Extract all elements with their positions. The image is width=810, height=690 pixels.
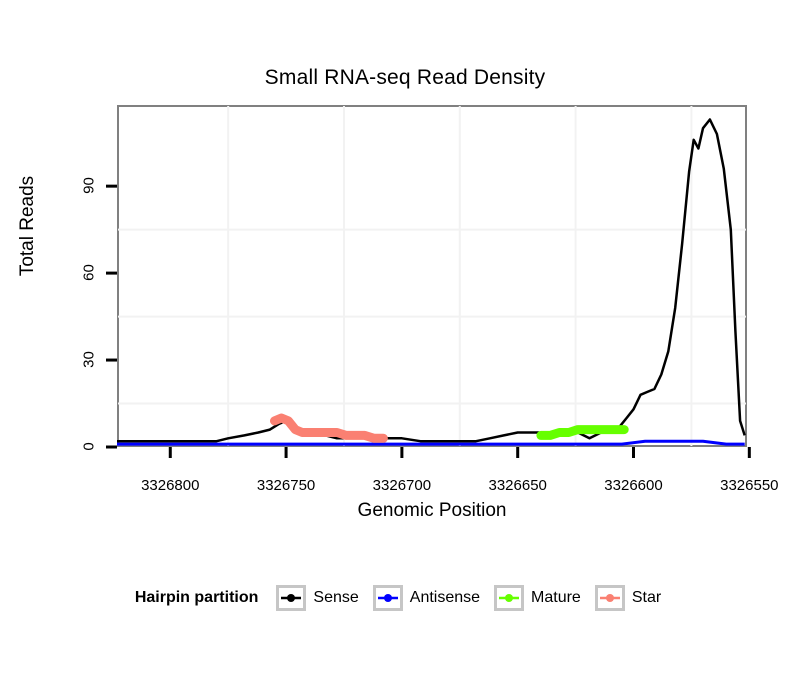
legend-title: Hairpin partition xyxy=(134,589,259,606)
x-tick-label: 3326700 xyxy=(372,477,432,494)
legend-item-label: Star xyxy=(631,589,662,606)
chart-title: Small RNA-seq Read Density xyxy=(264,66,546,89)
legend-item-mature[interactable]: Mature xyxy=(494,585,581,611)
x-tick-label: 3326600 xyxy=(604,477,663,494)
x-tick-label: 3326650 xyxy=(488,477,547,494)
y-axis-title: Total Reads xyxy=(17,175,38,277)
y-tick-label: 90 xyxy=(80,177,98,194)
legend-item-sense[interactable]: Sense xyxy=(276,585,359,611)
chart-legend: Hairpin partition Sense Antisense Mature St… xyxy=(0,585,810,611)
x-tick-label: 3326800 xyxy=(141,477,200,494)
legend-item-label: Mature xyxy=(531,589,581,606)
x-tick-label: 3326750 xyxy=(256,477,316,494)
legend-key-icon xyxy=(594,585,625,611)
legend-key-icon xyxy=(276,585,307,611)
legend-item-antisense[interactable]: Antisense xyxy=(372,585,481,611)
legend-key-icon xyxy=(372,585,403,611)
x-tick-label: 3326550 xyxy=(720,477,779,494)
y-tick-label: 60 xyxy=(80,264,98,281)
legend-item-star[interactable]: Star xyxy=(594,585,662,611)
plot-area xyxy=(117,105,747,447)
x-axis-title: Genomic Position xyxy=(357,500,507,521)
y-tick-label: 30 xyxy=(80,351,98,368)
legend-item-label: Sense xyxy=(313,589,359,606)
legend-item-label: Antisense xyxy=(409,589,481,606)
legend-key-icon xyxy=(494,585,525,611)
y-tick-label: 0 xyxy=(80,442,98,451)
